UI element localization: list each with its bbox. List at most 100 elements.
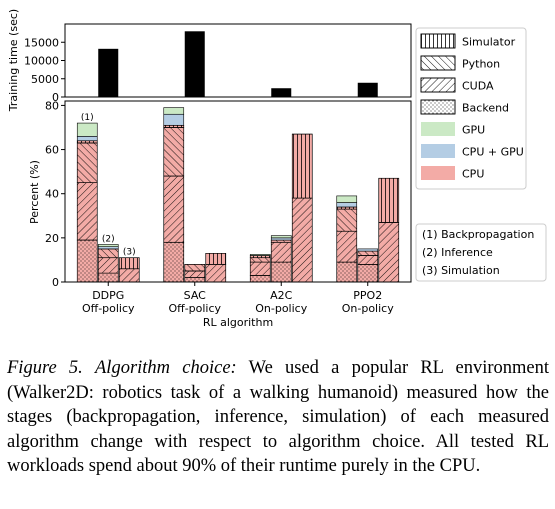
bottom-plot-frame [64, 100, 412, 283]
legend-cpu-gpu-swatch [421, 144, 455, 158]
legend-simulator-label: Simulator [462, 36, 516, 49]
bar-segment-ppo2-1-dots-hatch [336, 261, 358, 283]
bar-segment-ddpg-1-none [76, 136, 98, 142]
bar-segment-sac-2-dots-hatch [184, 277, 206, 283]
stage-legend-item: (2) Inference [422, 246, 493, 259]
legend-cpu-gpu-label: CPU + GPU [462, 146, 524, 159]
bar-segment-ppo2-2-none [357, 248, 379, 252]
xtick-sublabel-sac: Off-policy [168, 302, 221, 315]
xtick-label-sac: SAC [184, 289, 207, 302]
bar-segment-ddpg-2-dots-hatch [97, 272, 119, 283]
bar-segment-ddpg-2-none [97, 246, 119, 250]
legend-cpu-swatch [421, 166, 455, 180]
bar-segment-sac-2-forward-hatch [184, 270, 206, 278]
bar-segment-ppo2-1-none [336, 202, 358, 208]
legend-gpu-label: GPU [462, 124, 485, 137]
stage-label: (1) [81, 113, 94, 123]
top-ytick-label: 15000 [24, 36, 59, 49]
bar-segment-sac-1-back-hatch [163, 127, 185, 177]
top-plot-frame [64, 23, 412, 98]
caption-text: We used a popular RL environment (Walker… [7, 358, 550, 476]
top-ytick-label: 0 [52, 91, 59, 104]
legend-simulator-swatch-hatch [420, 33, 456, 49]
stage-legend-frame [415, 223, 547, 282]
xtick-sublabel-a2c: On-policy [255, 302, 307, 315]
bar-segment-ddpg-3-vertical-hatch [118, 257, 140, 270]
bar-segment-ppo2-1-back-hatch [336, 208, 358, 232]
time-bar-ppo2 [357, 82, 378, 97]
bar-segment-ppo2-2-back-hatch [357, 250, 379, 256]
bar-segment-ddpg-1-none [76, 122, 98, 137]
bar-segment-ddpg-1-vertical-hatch [76, 140, 98, 144]
bar-segment-ppo2-3-forward-hatch [378, 222, 400, 283]
bar-segment-a2c-2-forward-hatch [270, 241, 292, 263]
bar-segment-ddpg-1-dots-hatch [76, 239, 98, 283]
xtick-label-a2c: A2C [270, 289, 293, 302]
legend-python-label: Python [462, 58, 500, 71]
xtick-label-ppo2: PPO2 [353, 289, 382, 302]
caption-title: Algorithm choice: [95, 358, 237, 378]
bar-segment-ppo2-1-vertical-hatch [336, 206, 358, 210]
bottom-ytick-label: 80 [45, 99, 59, 112]
figure-caption: Figure 5. Algorithm choice: We used a po… [7, 356, 549, 479]
bar-segment-ppo2-1-none [336, 195, 358, 203]
legend-gpu-swatch [421, 122, 455, 136]
legend-backend-swatch-hatch [420, 99, 456, 115]
bar-segment-a2c-1-dots-hatch [249, 275, 271, 283]
legend-cuda-label: CUDA [462, 80, 494, 93]
bar-segment-ppo2-1-forward-hatch [336, 230, 358, 263]
legend-cuda-swatch-hatch [420, 77, 456, 93]
bar-segment-ddpg-1-back-hatch [76, 142, 98, 183]
bar-segment-a2c-2-dots-hatch [270, 261, 292, 283]
bar-segment-a2c-1-vertical-hatch [249, 255, 271, 259]
xtick-sublabel-ddpg: Off-policy [82, 302, 135, 315]
stage-label: (2) [102, 234, 115, 244]
bar-segment-sac-1-forward-hatch [163, 175, 185, 243]
bar-segment-sac-1-dots-hatch [163, 241, 185, 283]
bar-segment-ddpg-2-back-hatch [97, 248, 119, 259]
bottom-ytick-label: 40 [45, 188, 59, 201]
bar-segment-ppo2-3-vertical-hatch [378, 177, 400, 223]
bar-segment-sac-1-none [163, 113, 185, 126]
top-ylabel: Training time (sec) [7, 9, 20, 112]
bar-segment-sac-3-vertical-hatch [205, 253, 227, 265]
bottom-ytick-label: 0 [52, 276, 59, 289]
figure: Training time (sec) 0 5000 10000 15000 Perc… [7, 9, 547, 329]
time-bar-sac [184, 31, 205, 97]
x-axis-title: RL algorithm [203, 316, 273, 329]
stage-legend: (1) Backpropagation (2) Inference (3) Simu… [415, 223, 547, 282]
time-bar-a2c [271, 88, 292, 97]
bar-segment-ppo2-2-dots-hatch [357, 264, 379, 283]
bar-segment-ddpg-2-none [97, 244, 119, 247]
legend-cpu-label: CPU [462, 168, 484, 181]
top-ytick-label: 5000 [31, 73, 59, 86]
bar-segment-ppo2-2-forward-hatch [357, 255, 379, 265]
legend-python-swatch-hatch [420, 55, 456, 71]
bar-segment-a2c-1-forward-hatch [249, 261, 271, 276]
xtick-label-ddpg: DDPG [92, 289, 124, 302]
time-bar-ddpg [98, 48, 119, 97]
bar-segment-a2c-3-vertical-hatch [291, 133, 313, 199]
bar-segment-sac-1-none [163, 107, 185, 115]
bar-segment-a2c-1-none [249, 254, 271, 256]
bar-segment-a2c-2-back-hatch [270, 239, 292, 243]
bar-segment-a2c-2-none [270, 237, 292, 241]
bar-segment-a2c-3-forward-hatch [291, 197, 313, 283]
legend-backend-label: Backend [462, 102, 509, 115]
bar-segment-ddpg-3-forward-hatch [118, 268, 140, 283]
stage-label: (3) [123, 248, 136, 258]
training-time-chart: Training time (sec) 0 5000 10000 15000 [7, 9, 412, 112]
bar-segment-a2c-2-none [270, 235, 292, 239]
stage-legend-item: (3) Simulation [422, 264, 500, 277]
bar-segment-ddpg-1-forward-hatch [76, 182, 98, 241]
stage-legend-item: (1) Backpropagation [422, 228, 534, 241]
caption-label: Figure 5. [7, 358, 83, 378]
xtick-sublabel-ppo2: On-policy [342, 302, 394, 315]
bar-segment-sac-2-back-hatch [184, 264, 206, 272]
bar-segment-sac-3-forward-hatch [205, 264, 227, 283]
bar-segment-ddpg-2-forward-hatch [97, 257, 119, 274]
bar-segment-a2c-1-back-hatch [249, 257, 271, 263]
legend: Simulator Python CUDA Backend GPU CPU + GPU CP… [415, 27, 527, 190]
bottom-ytick-label: 20 [45, 232, 59, 245]
